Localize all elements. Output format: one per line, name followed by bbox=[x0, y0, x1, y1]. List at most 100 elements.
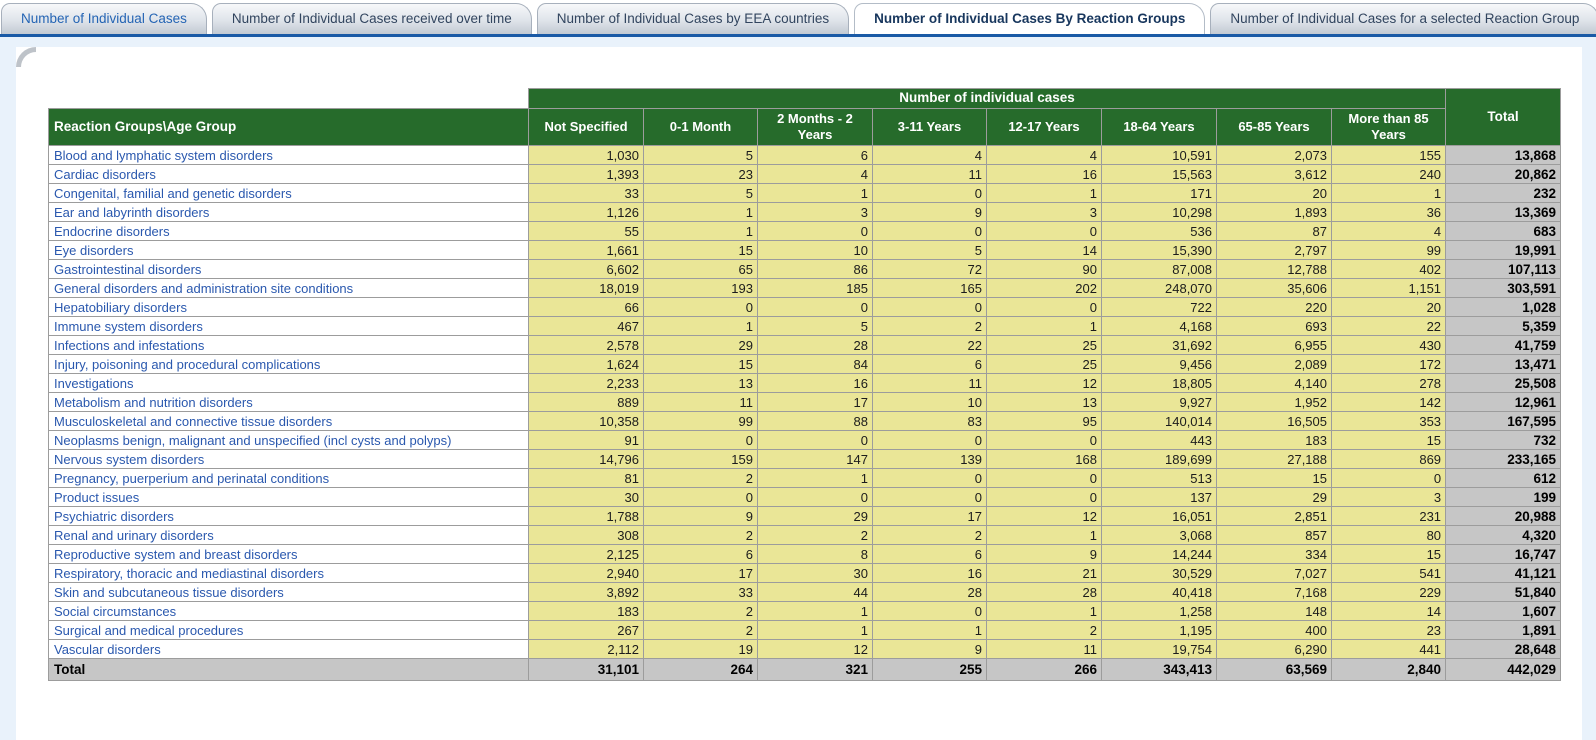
table-row: Neoplasms benign, malignant and unspecif… bbox=[48, 430, 1562, 450]
value-cell: 1 bbox=[643, 202, 758, 222]
reaction-group-link[interactable]: Congenital, familial and genetic disorde… bbox=[48, 183, 529, 203]
tab-4[interactable]: Number of Individual Cases By Reaction G… bbox=[854, 3, 1206, 34]
table-row: Infections and infestations 2,578 29 28 22 25… bbox=[48, 335, 1562, 355]
reaction-group-link[interactable]: Neoplasms benign, malignant and unspecif… bbox=[48, 430, 529, 450]
reaction-group-link[interactable]: Pregnancy, puerperium and perinatal cond… bbox=[48, 468, 529, 488]
value-cell: 10 bbox=[872, 392, 987, 412]
value-cell: 3,612 bbox=[1216, 164, 1332, 184]
reaction-group-link[interactable]: Immune system disorders bbox=[48, 316, 529, 336]
value-cell: 0 bbox=[872, 601, 987, 621]
row-total-cell: 12,961 bbox=[1445, 392, 1562, 412]
value-cell: 5 bbox=[872, 240, 987, 260]
value-cell: 147 bbox=[757, 449, 873, 469]
value-cell: 5 bbox=[643, 183, 758, 203]
column-header-65-85-years: 65-85 Years bbox=[1216, 108, 1332, 146]
value-cell: 693 bbox=[1216, 316, 1332, 336]
value-cell: 1 bbox=[643, 316, 758, 336]
value-cell: 9,927 bbox=[1101, 392, 1217, 412]
value-cell: 2,089 bbox=[1216, 354, 1332, 374]
value-cell: 1,952 bbox=[1216, 392, 1332, 412]
tab-5[interactable]: Number of Individual Cases for a selecte… bbox=[1210, 3, 1596, 34]
value-cell: 28 bbox=[986, 582, 1102, 602]
value-cell: 0 bbox=[643, 487, 758, 507]
value-cell: 18,019 bbox=[528, 278, 644, 298]
total-row-label: Total bbox=[48, 658, 529, 681]
reaction-group-link[interactable]: Endocrine disorders bbox=[48, 221, 529, 241]
value-cell: 36 bbox=[1330, 202, 1447, 222]
value-cell: 29 bbox=[643, 335, 758, 355]
value-cell: 267 bbox=[528, 620, 644, 640]
value-cell: 17 bbox=[757, 392, 873, 412]
reaction-group-link[interactable]: Cardiac disorders bbox=[48, 164, 529, 184]
table-row: Investigations 2,233 13 16 11 12 18,805 4,140 27… bbox=[48, 373, 1562, 393]
total-value-cell: 31,101 bbox=[528, 658, 644, 681]
reaction-group-link[interactable]: Gastrointestinal disorders bbox=[48, 259, 529, 279]
value-cell: 308 bbox=[528, 525, 644, 545]
tab-1[interactable]: Number of Individual Cases bbox=[1, 3, 207, 34]
row-total-cell: 25,508 bbox=[1445, 373, 1562, 393]
table-row: Skin and subcutaneous tissue disorders 3,… bbox=[48, 582, 1562, 602]
reaction-group-link[interactable]: Nervous system disorders bbox=[48, 449, 529, 469]
value-cell: 148 bbox=[1216, 601, 1332, 621]
row-total-cell: 683 bbox=[1445, 221, 1562, 241]
reaction-group-link[interactable]: Social circumstances bbox=[48, 601, 529, 621]
value-cell: 1 bbox=[757, 601, 873, 621]
value-cell: 722 bbox=[1101, 297, 1217, 317]
value-cell: 10,591 bbox=[1101, 145, 1217, 165]
reaction-group-link[interactable]: General disorders and administration sit… bbox=[48, 278, 529, 298]
value-cell: 2,112 bbox=[528, 639, 644, 659]
row-total-cell: 1,028 bbox=[1445, 297, 1562, 317]
reaction-group-link[interactable]: Respiratory, thoracic and mediastinal di… bbox=[48, 563, 529, 583]
reaction-group-link[interactable]: Metabolism and nutrition disorders bbox=[48, 392, 529, 412]
value-cell: 0 bbox=[643, 430, 758, 450]
reaction-group-link[interactable]: Ear and labyrinth disorders bbox=[48, 202, 529, 222]
reaction-group-link[interactable]: Injury, poisoning and procedural complic… bbox=[48, 354, 529, 374]
value-cell: 2,940 bbox=[528, 563, 644, 583]
reaction-group-link[interactable]: Psychiatric disorders bbox=[48, 506, 529, 526]
value-cell: 23 bbox=[1330, 620, 1447, 640]
reaction-group-link[interactable]: Renal and urinary disorders bbox=[48, 525, 529, 545]
value-cell: 183 bbox=[1216, 430, 1332, 450]
value-cell: 9 bbox=[643, 506, 758, 526]
value-cell: 86 bbox=[757, 259, 873, 279]
total-value-cell: 343,413 bbox=[1101, 658, 1217, 681]
value-cell: 353 bbox=[1330, 411, 1447, 431]
reaction-group-link[interactable]: Blood and lymphatic system disorders bbox=[48, 145, 529, 165]
value-cell: 9 bbox=[872, 639, 987, 659]
value-cell: 5 bbox=[643, 145, 758, 165]
value-cell: 65 bbox=[643, 259, 758, 279]
value-cell: 2,578 bbox=[528, 335, 644, 355]
value-cell: 889 bbox=[528, 392, 644, 412]
value-cell: 14 bbox=[1330, 601, 1447, 621]
reaction-group-link[interactable]: Skin and subcutaneous tissue disorders bbox=[48, 582, 529, 602]
value-cell: 0 bbox=[986, 430, 1102, 450]
tab-3[interactable]: Number of Individual Cases by EEA countr… bbox=[536, 3, 850, 34]
table-row: Reproductive system and breast disorders… bbox=[48, 544, 1562, 564]
reaction-group-link[interactable]: Hepatobiliary disorders bbox=[48, 297, 529, 317]
value-cell: 15 bbox=[643, 354, 758, 374]
total-value-cell: 264 bbox=[643, 658, 758, 681]
reaction-group-link[interactable]: Reproductive system and breast disorders bbox=[48, 544, 529, 564]
row-total-cell: 16,747 bbox=[1445, 544, 1562, 564]
column-header-2months-2years: 2 Months - 2 Years bbox=[757, 108, 873, 146]
value-cell: 13 bbox=[643, 373, 758, 393]
reaction-group-link[interactable]: Surgical and medical procedures bbox=[48, 620, 529, 640]
header-spacer bbox=[49, 89, 529, 109]
value-cell: 541 bbox=[1330, 563, 1447, 583]
value-cell: 16,505 bbox=[1216, 411, 1332, 431]
column-header-more-than-85: More than 85 Years bbox=[1330, 108, 1447, 146]
reaction-group-link[interactable]: Musculoskeletal and connective tissue di… bbox=[48, 411, 529, 431]
reaction-group-link[interactable]: Product issues bbox=[48, 487, 529, 507]
value-cell: 20 bbox=[1216, 183, 1332, 203]
reaction-group-link[interactable]: Infections and infestations bbox=[48, 335, 529, 355]
reaction-group-link[interactable]: Vascular disorders bbox=[48, 639, 529, 659]
value-cell: 33 bbox=[643, 582, 758, 602]
tab-2[interactable]: Number of Individual Cases received over… bbox=[211, 3, 532, 34]
reaction-group-link[interactable]: Eye disorders bbox=[48, 240, 529, 260]
reaction-group-link[interactable]: Investigations bbox=[48, 373, 529, 393]
value-cell: 33 bbox=[528, 183, 644, 203]
value-cell: 2 bbox=[643, 525, 758, 545]
value-cell: 6,290 bbox=[1216, 639, 1332, 659]
value-cell: 1,126 bbox=[528, 202, 644, 222]
value-cell: 1,624 bbox=[528, 354, 644, 374]
